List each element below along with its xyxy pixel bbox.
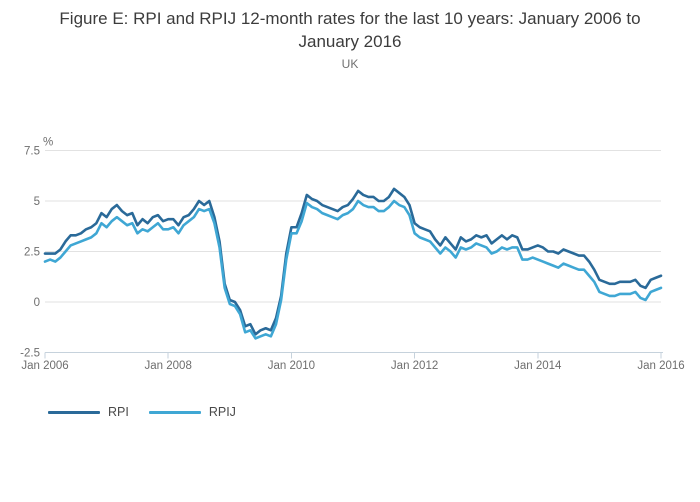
legend-item-rpi[interactable]: RPI bbox=[48, 405, 129, 419]
x-axis-label: Jan 2014 bbox=[514, 360, 562, 372]
y-axis-unit-label: % bbox=[43, 137, 53, 149]
chart-title: Figure E: RPI and RPIJ 12-month rates fo… bbox=[59, 9, 641, 51]
y-axis-label: 2.5 bbox=[24, 247, 40, 259]
legend: RPI RPIJ bbox=[48, 405, 236, 419]
rpij-line-swatch bbox=[148, 410, 201, 414]
chart-subtitle: UK bbox=[341, 57, 359, 71]
x-axis-label: Jan 2006 bbox=[21, 360, 68, 372]
x-axis-label: Jan 2012 bbox=[391, 360, 438, 372]
rpi-line-swatch bbox=[48, 410, 100, 414]
rpij-series-line bbox=[43, 199, 663, 340]
y-axis-label: -2.5 bbox=[20, 348, 40, 360]
y-axis-label: 5 bbox=[34, 196, 40, 208]
x-axis-label: Jan 2010 bbox=[268, 360, 315, 372]
legend-label-rpi: RPI bbox=[108, 405, 129, 419]
y-axis-label: 7.5 bbox=[24, 146, 40, 158]
x-axis-label: Jan 2008 bbox=[145, 360, 192, 372]
legend-label-rpij: RPIJ bbox=[208, 405, 236, 419]
y-axis-label: 0 bbox=[34, 297, 40, 309]
legend-item-rpij[interactable]: RPIJ bbox=[148, 405, 236, 419]
x-axis-label: Jan 2016 bbox=[637, 360, 684, 372]
rpi-series-line bbox=[43, 187, 663, 336]
